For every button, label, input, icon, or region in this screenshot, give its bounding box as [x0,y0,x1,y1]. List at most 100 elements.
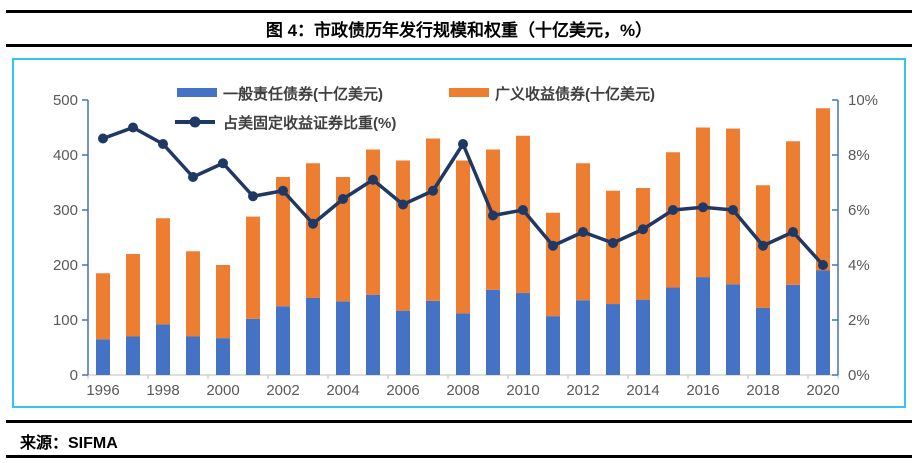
revenue-bond-bar [546,212,560,317]
revenue-bond-bar [156,218,170,325]
x-tick-label: 2002 [266,382,299,399]
share-line-marker [578,227,588,237]
revenue-bond-bar [126,254,140,337]
left-axis-tick-label: 400 [53,147,78,164]
revenue-bond-bar [426,138,440,301]
right-value-axis: 0% 2% 4% 6% 8% 10% [832,92,878,384]
go-bond-bar [306,298,320,375]
x-tick-label: 2012 [566,382,599,399]
title-bottom-rule [6,44,912,47]
chart-legend: 一般责任债券(十亿美元) 广义收益债券(十亿美元) 占美固定收益证券比重(%) [175,85,655,132]
go-bond-bar [156,324,170,375]
go-bond-bar [666,287,680,375]
share-line-marker [698,202,708,213]
go-bond-bar [786,284,800,375]
share-line-marker [98,133,108,144]
left-axis-tick-label: 100 [53,312,78,329]
go-bond-bar [816,270,830,375]
x-tick-label: 2016 [686,382,719,399]
revenue-bond-bar [246,216,260,319]
share-line-legend-label: 占美固定收益证券比重(%) [223,114,396,132]
chart-svg: 1996 1998 2000 2002 2004 2006 2008 2010 2012 2014… [12,58,906,408]
share-line-marker [758,240,768,251]
go-bond-bar [336,301,350,375]
x-tick-label: 2020 [806,382,839,399]
go-bond-bar [216,338,230,375]
revenue-bond-bar [186,251,200,337]
go-bond-bar [636,299,650,375]
share-line-marker [608,238,618,248]
revenue-bond-bar [816,108,830,271]
x-tick-label: 2000 [206,382,239,399]
share-line-marker [338,194,348,204]
revenue-bond-bar [786,141,800,285]
left-value-axis: 0 100 200 300 400 500 [53,92,89,384]
x-tick-label: 2014 [626,382,659,399]
share-line-marker [818,260,828,270]
go-bond-bar [516,293,530,375]
x-tick-label: 2008 [446,382,479,399]
go-bond-bar [696,277,710,375]
go-bond-bar [486,289,500,375]
right-axis-tick-label: 10% [848,92,878,109]
share-line-marker [248,191,258,202]
share-line-marker [218,158,228,169]
left-axis-tick-label: 0 [70,367,78,384]
x-tick-label: 1998 [146,382,179,399]
source-label: 来源：SIFMA [20,435,118,452]
share-line-marker [638,224,648,235]
share-line-marker [368,174,378,185]
revenue-bond-legend-label: 广义收益债券(十亿美元) [495,85,655,103]
go-bond-bar [726,284,740,375]
revenue-bond-bar [306,163,320,298]
share-line-marker [668,205,678,215]
revenue-bond-bar [276,177,290,307]
share-line-legend-marker [189,116,201,128]
figure-title: 图 4：市政债历年发行规模和权重（十亿美元，%） [265,21,653,40]
right-axis-tick-label: 0% [848,367,870,384]
revenue-bond-bar [636,188,650,300]
share-line-marker [158,139,168,149]
left-axis-tick-label: 200 [53,257,78,274]
go-bond-legend-swatch [177,88,217,97]
go-bond-bar [546,316,560,375]
title-row: 图 4：市政债历年发行规模和权重（十亿美元，%） [0,13,918,44]
revenue-bond-bar [666,152,680,288]
revenue-bond-bar [456,160,470,314]
share-line-marker [428,185,438,196]
category-axis: 1996 1998 2000 2002 2004 2006 2008 2010 2012 2014… [86,374,840,399]
share-line-marker [728,205,738,215]
revenue-bond-bar [96,273,110,340]
x-tick-label: 2018 [746,382,779,399]
right-axis-tick-label: 8% [848,147,870,164]
chart-panel: 1996 1998 2000 2002 2004 2006 2008 2010 2012 2014… [12,58,906,408]
revenue-bond-bar [216,265,230,339]
x-tick-label: 2010 [506,382,539,399]
share-line-marker [788,227,798,237]
source-top-rule [6,420,912,423]
go-bond-bar [756,307,770,375]
right-axis-tick-label: 6% [848,202,870,219]
panel-border [12,58,906,408]
revenue-bond-bar [366,149,380,295]
go-bond-bar [366,294,380,375]
left-axis-tick-label: 500 [53,92,78,109]
right-axis-tick-label: 4% [848,257,870,274]
share-line-layer [98,122,828,270]
share-line-marker [458,139,468,149]
revenue-bond-bar [336,177,350,302]
go-bond-bar [276,306,290,375]
go-bond-legend-label: 一般责任债券(十亿美元) [223,85,383,103]
go-bond-bar [186,336,200,375]
go-bond-bar [576,300,590,375]
revenue-bond-bar [396,160,410,311]
bottom-rule [6,455,912,458]
revenue-bond-legend-swatch [449,88,489,97]
share-line-marker [308,218,318,229]
go-bond-bar [246,318,260,375]
share-line-marker [278,185,288,196]
x-tick-label: 1996 [86,382,119,399]
share-line-marker [488,210,498,221]
x-tick-label: 2006 [386,382,419,399]
